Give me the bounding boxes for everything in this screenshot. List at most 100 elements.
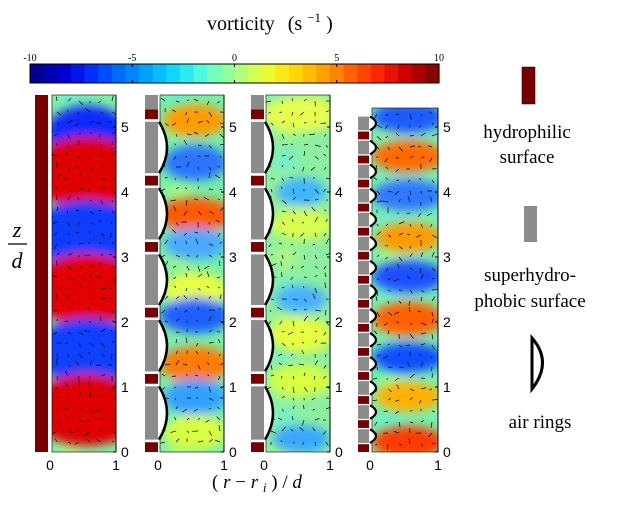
- hydrophilic-segment: [251, 176, 264, 186]
- y-tick-label: 1: [229, 379, 237, 395]
- hydrophilic-segment: [145, 442, 158, 452]
- hydrophilic-segment: [358, 372, 369, 380]
- colorbar-segment: [357, 64, 371, 83]
- wall-surface: [35, 95, 48, 452]
- colorbar-title-text: vorticity: [207, 13, 275, 35]
- colorbar-segment: [71, 64, 85, 83]
- superhydrophobic-segment: [251, 188, 264, 239]
- x-label-ri: r: [251, 472, 259, 493]
- y-tick-label: 5: [229, 119, 237, 135]
- colorbar-tick-label: 0: [232, 53, 237, 64]
- y-axis-label: z d: [8, 217, 27, 273]
- legend-superhydrophobic-swatch: [524, 206, 537, 242]
- colorbar-segment: [44, 64, 58, 83]
- hydrophilic-segment: [145, 374, 158, 384]
- colorbar-tick-label: -10: [23, 53, 36, 64]
- colorbar-segment: [384, 64, 398, 83]
- superhydrophobic-segment: [251, 386, 264, 439]
- hydrophilic-segment: [145, 176, 158, 186]
- superhydrophobic-segment: [145, 320, 158, 371]
- y-tick-label: 3: [121, 249, 129, 265]
- hydrophilic-segment: [358, 132, 369, 140]
- hydrophilic-segment: [358, 396, 369, 404]
- y-tick-label: 4: [443, 184, 451, 200]
- hydrophilic-segment: [358, 204, 369, 212]
- x-label-minus: −: [235, 472, 250, 493]
- y-tick-label: 1: [121, 379, 129, 395]
- x-label-ri-sub: i: [263, 480, 267, 495]
- y-tick-label: 0: [335, 444, 343, 460]
- colorbar-segment: [166, 64, 180, 83]
- y-tick-label: 0: [121, 444, 129, 460]
- colorbar-segment: [57, 64, 71, 83]
- colorbar-segment: [371, 64, 385, 83]
- x-tick-label: 1: [112, 457, 120, 473]
- colorbar-unit-exp: −1: [307, 10, 321, 25]
- superhydrophobic-segment: [358, 429, 369, 443]
- x-tick-label: 1: [220, 457, 228, 473]
- y-tick-label: 0: [443, 444, 451, 460]
- superhydrophobic-segment: [358, 213, 369, 227]
- colorbar-unit-close: ): [326, 13, 333, 35]
- colorbar-segment: [248, 64, 262, 83]
- colorbar-segment: [398, 64, 412, 83]
- hydrophilic-segment: [358, 156, 369, 164]
- superhydrophobic-segment: [251, 320, 264, 371]
- colorbar-segment: [221, 64, 235, 83]
- y-tick-label: 5: [121, 119, 129, 135]
- superhydrophobic-segment: [358, 237, 369, 251]
- hydrophilic-segment: [145, 308, 158, 318]
- hydrophilic-segment: [251, 109, 264, 119]
- hydrophilic-segment: [251, 242, 264, 252]
- y-tick-label: 4: [121, 184, 129, 200]
- superhydrophobic-segment: [145, 122, 158, 173]
- legend-superhydrophobic-line1: superhydro-: [484, 265, 576, 286]
- vorticity-field: [157, 85, 234, 463]
- colorbar-segment: [316, 64, 330, 83]
- superhydrophobic-segment: [145, 386, 158, 439]
- colorbar-segment: [112, 64, 126, 83]
- legend-superhydrophobic-line2: phobic surface: [474, 291, 585, 312]
- superhydrophobic-segment: [251, 122, 264, 173]
- colorbar-segment: [30, 64, 44, 83]
- superhydrophobic-segment: [358, 165, 369, 179]
- x-label-close: ): [271, 472, 277, 493]
- colorbar-title: vorticity (s −1 ): [207, 5, 333, 35]
- superhydrophobic-segment: [358, 405, 369, 419]
- y-tick-label: 2: [121, 314, 129, 330]
- y-tick-label: 1: [335, 379, 343, 395]
- legend-hydrophilic-line2: surface: [500, 147, 555, 168]
- superhydrophobic-segment: [358, 333, 369, 347]
- superhydrophobic-segment: [145, 254, 158, 305]
- hydrophilic-segment: [358, 300, 369, 308]
- colorbar-tick-label: 10: [434, 53, 444, 64]
- y-tick-label: 4: [335, 184, 343, 200]
- colorbar-segment: [85, 64, 99, 83]
- y-tick-label: 2: [443, 314, 451, 330]
- hydrophilic-segment: [358, 348, 369, 356]
- hydrophilic-segment: [358, 228, 369, 236]
- colorbar-segment: [289, 64, 303, 83]
- x-label-d: d: [292, 472, 302, 493]
- hydrophilic-segment: [358, 276, 369, 284]
- y-tick-label: 1: [443, 379, 451, 395]
- y-tick-label: 4: [229, 184, 237, 200]
- colorbar-segment: [180, 64, 194, 83]
- wall-surface: [251, 95, 273, 452]
- x-tick-label: 0: [46, 457, 54, 473]
- x-label-slash: /: [282, 472, 292, 493]
- colorbar-segment: [425, 64, 439, 83]
- superhydrophobic-segment: [145, 188, 158, 239]
- colorbar-segment: [98, 64, 112, 83]
- hydrophilic-segment: [358, 444, 369, 452]
- superhydrophobic-segment: [251, 254, 264, 305]
- x-label-paren-open: (: [212, 472, 218, 493]
- y-tick-label: 3: [229, 249, 237, 265]
- superhydrophobic-segment: [358, 141, 369, 155]
- x-label-r: r: [223, 472, 231, 493]
